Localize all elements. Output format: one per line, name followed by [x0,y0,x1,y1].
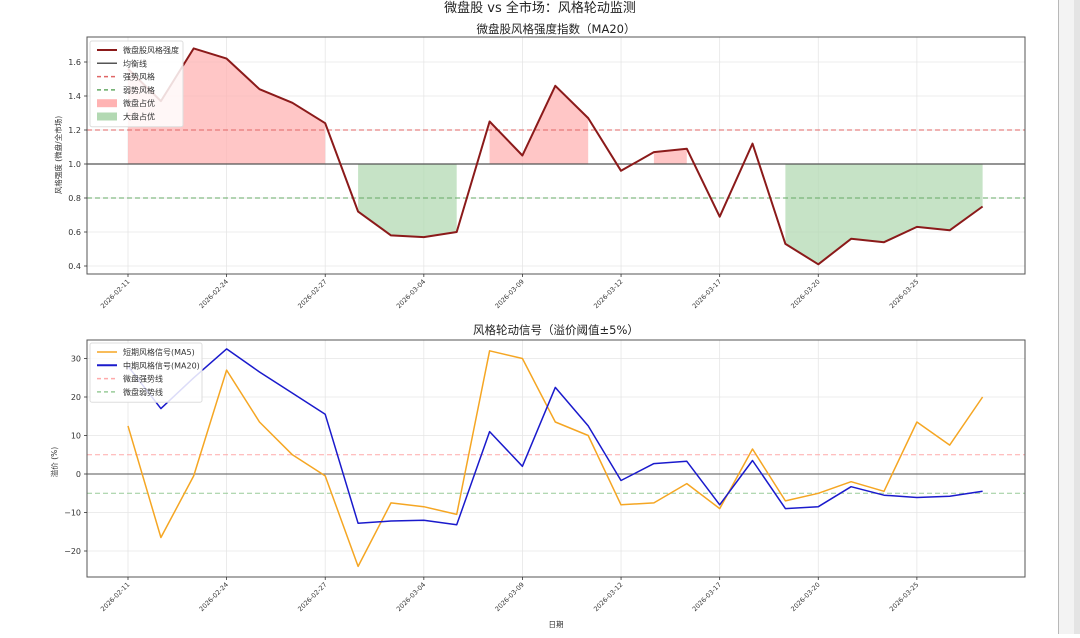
signal-plot-frame [86,339,1026,578]
legend-label: 微盘弱势线 [123,387,163,397]
legend-label: 中期风格信号(MA20) [123,360,200,370]
x-tick-label: 2026-03-20 [789,278,821,310]
y-tick-label: 0.8 [68,194,81,203]
strength-plot-frame [86,36,1026,275]
y-tick-label: 10 [71,432,81,441]
signal-x-label: 日期 [549,620,564,629]
x-tick-label: 2026-03-04 [395,581,427,613]
fill-area [785,164,983,265]
legend-label: 微盘占优 [123,98,155,108]
x-tick-label: 2026-03-25 [888,581,920,613]
x-tick-label: 2026-02-24 [198,581,230,613]
y-tick-label: 1.4 [68,92,81,101]
strength-chart-title: 微盘股风格强度指数（MA20） [477,22,636,36]
figure-suptitle: 微盘股 vs 全市场：风格轮动监测 [444,0,636,16]
legend-patch [97,112,117,121]
x-tick-label: 2026-02-11 [99,278,131,310]
y-tick-label: 0 [76,470,81,479]
figure-canvas: 微盘股 vs 全市场：风格轮动监测 微盘股风格强度指数（MA20） 0.4 0.6… [49,0,1026,629]
y-tick-label: 30 [71,355,81,364]
series-line [127,47,984,266]
legend-label: 均衡线 [123,58,147,68]
x-tick-label: 2026-02-24 [198,278,230,310]
x-tick-label: 2026-03-04 [395,278,427,310]
fill-area [358,164,457,238]
signal-y-label: 溢价 (%) [49,447,59,477]
legend-label: 大盘占优 [123,112,155,122]
legend-box [89,342,203,403]
x-tick-label: 2026-03-17 [691,278,723,310]
y-tick-label: 0.6 [68,228,81,237]
legend-label: 微盘强势线 [123,374,163,384]
legend-label: 强势风格 [123,72,155,82]
strength-index-chart: 微盘股风格强度指数（MA20） 0.4 0.6 0.8 1.0 1.2 1.4 1.6 20… [53,22,1026,310]
y-tick-label: 1.2 [68,126,81,135]
rotation-signal-chart: 风格轮动信号（溢价阈值±5%） −20 −10 0 10 20 30 2026-02-11… [49,323,1026,629]
x-tick-label: 2026-03-12 [592,278,624,310]
fill-area [653,148,687,164]
y-tick-label: 20 [71,393,81,402]
strength-series [127,47,984,266]
strength-y-label: 风格强度 (微盘/全市场) [53,116,63,194]
signal-x-axis: 2026-02-11 2026-02-24 2026-02-27 2026-03-04… [99,577,920,613]
x-tick-label: 2026-02-27 [296,581,328,613]
x-tick-label: 2026-02-27 [296,278,328,310]
fill-area [489,85,589,164]
legend-label: 弱势风格 [123,85,155,95]
signal-y-axis: −20 −10 0 10 20 30 [64,355,87,556]
legend-patch [97,99,117,108]
signal-series [127,348,984,568]
y-tick-label: 1.0 [68,160,81,169]
x-tick-label: 2026-03-12 [592,581,624,613]
x-tick-label: 2026-02-11 [99,581,131,613]
y-tick-label: 0.4 [68,262,81,271]
strength-y-axis: 0.4 0.6 0.8 1.0 1.2 1.4 1.6 [68,58,87,271]
strength-x-axis: 2026-02-11 2026-02-24 2026-02-27 2026-03-04… [99,274,920,310]
x-tick-label: 2026-03-09 [493,278,525,310]
figure-window: 微盘股 vs 全市场：风格轮动监测 微盘股风格强度指数（MA20） 0.4 0.6… [49,0,1026,629]
y-tick-label: 1.6 [68,58,81,67]
legend-label: 短期风格信号(MA5) [123,347,195,357]
series-line [127,350,984,568]
y-tick-label: −10 [64,509,81,518]
legend-label: 微盘股风格强度 [123,45,179,55]
x-tick-label: 2026-03-25 [888,278,920,310]
strength-reference-lines [87,129,1025,199]
signal-grid [87,340,1025,577]
scrollbar-thumb[interactable] [1074,0,1080,634]
y-tick-label: −20 [64,547,81,556]
series-line [127,348,983,526]
x-tick-label: 2026-03-09 [493,581,525,613]
x-tick-label: 2026-03-17 [691,581,723,613]
signal-reference-lines [87,454,1025,494]
x-tick-label: 2026-03-20 [789,581,821,613]
signal-chart-title: 风格轮动信号（溢价阈值±5%） [473,323,639,337]
